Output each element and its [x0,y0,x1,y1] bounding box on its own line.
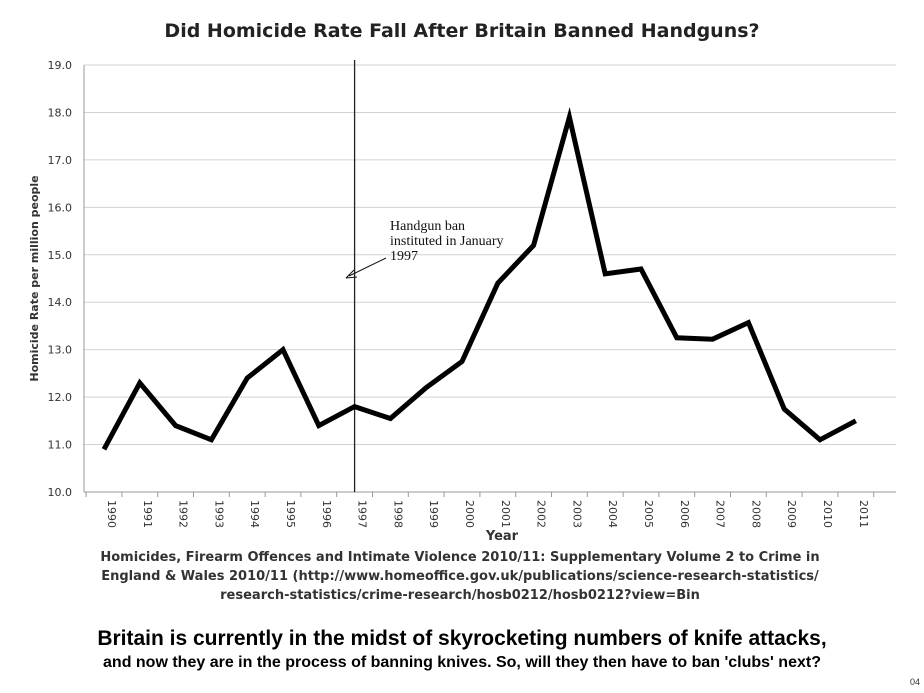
x-tick-label: 2008 [749,500,762,528]
x-tick-label: 1999 [427,500,440,528]
y-tick-label: 16.0 [48,201,73,214]
caption-line-2: and now they are in the process of banni… [103,654,821,671]
y-tick-label: 10.0 [48,486,73,499]
series-line [101,107,857,451]
y-tick-label: 17.0 [48,154,73,167]
x-tick-label: 2002 [535,500,548,528]
page-number: 04 [909,677,920,687]
x-tick-label: 2005 [642,500,655,528]
source-citation: Homicides, Firearm Offences and Intimate… [60,548,860,605]
x-tick-label: 2010 [821,500,834,528]
x-tick-label: 2007 [714,500,727,528]
tick-labels: 10.0 11.0 12.0 13.0 14.0 15.0 16.0 17.0 18.0 19.0… [48,59,870,528]
x-tick-label: 1994 [248,500,261,528]
caption: Britain is currently in the midst of sky… [0,626,924,674]
x-tick-label: 2003 [570,500,583,528]
x-tick-label: 2009 [785,500,798,528]
y-tick-label: 19.0 [48,59,73,72]
chart: 10.0 11.0 12.0 13.0 14.0 15.0 16.0 17.0 18.0 19.0… [28,59,896,544]
source-line: England & Wales 2010/11 (http://www.home… [101,569,819,584]
x-tick-label: 1993 [212,500,225,528]
x-tick-label: 1998 [391,500,404,528]
caption-line-1: Britain is currently in the midst of sky… [97,627,827,650]
y-tick-label: 14.0 [48,296,73,309]
x-axis-title: Year [485,529,519,544]
x-tick-label: 2006 [678,500,691,528]
x-tick-label: 1995 [284,500,297,528]
y-axis-title: Homicide Rate per million people [28,175,41,381]
x-tick-label: 2001 [499,500,512,528]
event-arrow-head [345,269,358,279]
chart-title: Did Homicide Rate Fall After Britain Ban… [164,20,760,42]
y-tick-label: 15.0 [48,249,73,262]
y-tick-label: 11.0 [48,439,73,452]
event-annotation-line: Handgun ban [390,219,465,234]
x-tick-label: 2011 [857,500,870,528]
event-annotation-line: instituted in January [390,234,504,249]
y-tick-label: 12.0 [48,391,73,404]
x-tick-label: 1990 [105,500,118,528]
y-tick-label: 18.0 [48,106,73,119]
event-arrow [348,257,387,277]
x-tick-label: 2004 [606,500,619,528]
gridlines [84,64,896,493]
x-tick-label: 1991 [141,500,154,528]
source-line: Homicides, Firearm Offences and Intimate… [100,550,820,565]
x-tick-label: 1996 [320,500,333,528]
x-tick-label: 1997 [356,500,369,528]
axes [83,65,896,497]
x-tick-label: 2000 [463,500,476,528]
series [101,107,857,451]
event-annotation-line: 1997 [390,249,418,264]
y-tick-label: 13.0 [48,344,73,357]
axis-titles: Year Homicide Rate per million people [28,175,519,544]
source-line: research-statistics/crime-research/hosb0… [220,588,700,603]
x-tick-label: 1992 [177,500,190,528]
